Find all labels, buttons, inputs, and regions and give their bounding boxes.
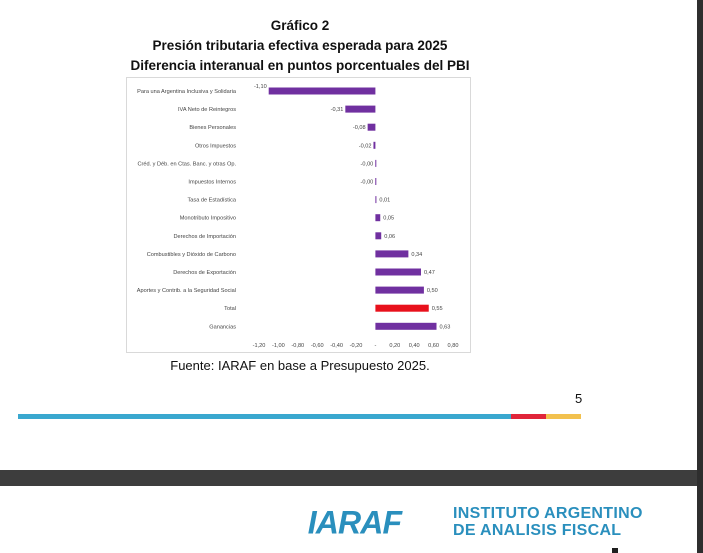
x-tick-label: 0,20: [389, 343, 400, 349]
iaraf-logo: IARAF: [308, 506, 405, 538]
data-label: -0,00: [361, 180, 374, 186]
data-label: 0,50: [427, 288, 438, 294]
category-label: Bienes Personales: [189, 125, 236, 131]
bar: [345, 105, 376, 113]
data-label: -0,31: [331, 107, 344, 113]
bar: [375, 322, 437, 330]
data-label: -0,00: [361, 161, 374, 167]
category-label: Total: [224, 306, 236, 312]
x-tick-label: 0,80: [448, 343, 459, 349]
bar: [375, 250, 409, 258]
bar: [375, 214, 381, 222]
data-label: -1,10: [254, 84, 267, 90]
category-label: Aportes y Contrib. a la Seguridad Social: [137, 288, 236, 294]
bar: [375, 178, 377, 185]
x-tick-label: 0,60: [428, 343, 439, 349]
bar: [375, 286, 424, 294]
x-tick-label: -0,20: [350, 343, 363, 349]
bar-chart: Para una Argentina Inclusiva y Solidaria…: [126, 77, 471, 353]
x-tick-label: -0,60: [311, 343, 324, 349]
cursor-marker: [612, 548, 618, 553]
document-page: Gráfico 2 Presión tributaria efectiva es…: [0, 0, 697, 470]
data-label: 0,06: [384, 234, 395, 240]
source-note: Fuente: IARAF en base a Presupuesto 2025…: [170, 358, 430, 373]
bar: [373, 141, 376, 149]
footer-rule-blue: [18, 414, 511, 419]
organization-name: INSTITUTO ARGENTINO DE ANALISIS FISCAL: [453, 505, 643, 539]
org-line-1: INSTITUTO ARGENTINO: [453, 505, 643, 522]
bar: [375, 268, 421, 276]
category-label: Créd. y Déb. en Ctas. Banc. y otras Op.: [137, 161, 236, 167]
viewer-edge: [697, 0, 703, 553]
data-label: 0,01: [379, 198, 390, 204]
x-tick-label: -: [374, 343, 376, 349]
data-label: -0,08: [353, 125, 366, 131]
x-tick-label: -1,00: [272, 343, 285, 349]
category-label: Impuestos Internos: [188, 180, 236, 186]
category-label: Combustibles y Dióxido de Carbono: [147, 252, 236, 258]
x-tick-label: -0,80: [291, 343, 304, 349]
data-label: 0,05: [383, 216, 394, 222]
data-label: -0,02: [359, 143, 372, 149]
bar: [367, 123, 376, 131]
data-label: 0,47: [424, 270, 435, 276]
footer-rule-red: [511, 414, 546, 419]
logo-lettering: IARAF: [308, 506, 404, 538]
chart-subtitle: Diferencia interanual en puntos porcentu…: [130, 58, 470, 73]
data-label: 0,63: [440, 324, 451, 330]
bar: [375, 232, 382, 240]
data-label: 0,55: [432, 306, 443, 312]
bar: [268, 87, 376, 95]
category-label: Tasa de Estadística: [187, 198, 236, 204]
bar: [375, 304, 429, 312]
category-label: Derechos de Exportación: [173, 270, 236, 276]
graph-number: Gráfico 2: [270, 18, 330, 33]
chart-title: Presión tributaria efectiva esperada par…: [152, 38, 448, 53]
data-label: 0,34: [411, 252, 422, 258]
next-page: [0, 486, 697, 553]
category-label: Para una Argentina Inclusiva y Solidaria: [137, 89, 237, 95]
org-line-2: DE ANALISIS FISCAL: [453, 522, 622, 539]
category-label: IVA Neto de Reintegros: [178, 107, 236, 113]
x-tick-label: 0,40: [409, 343, 420, 349]
x-tick-label: -1,20: [253, 343, 266, 349]
footer-rule-yellow: [546, 414, 581, 419]
page-number: 5: [575, 391, 583, 406]
bar: [375, 159, 377, 167]
category-label: Ganancias: [209, 324, 236, 330]
category-label: Otros Impuestos: [195, 143, 236, 149]
bar: [375, 196, 377, 204]
x-tick-label: -0,40: [330, 343, 343, 349]
category-label: Monotributo Impositivo: [180, 216, 236, 222]
category-label: Derechos de Importación: [174, 234, 237, 240]
